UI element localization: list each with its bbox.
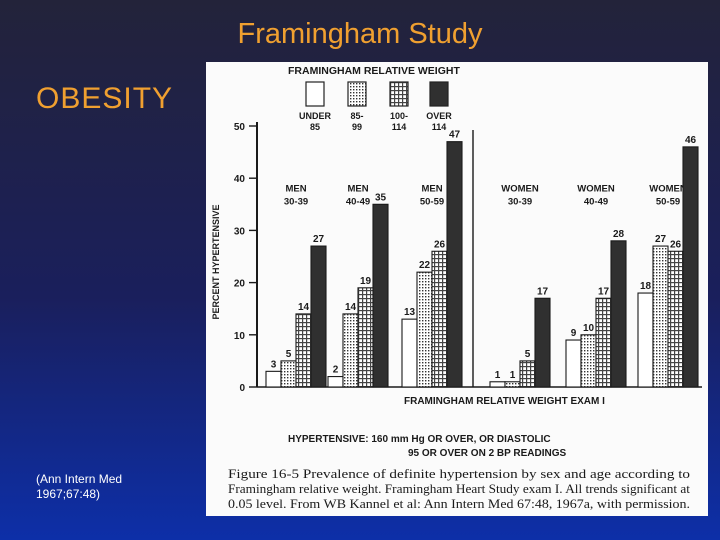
y-axis-label: PERCENT HYPERTENSIVE (211, 204, 221, 319)
legend-label-2b: 99 (352, 122, 362, 132)
y-tick-label: 30 (234, 226, 246, 237)
group-label-line1: WOMEN (649, 183, 687, 194)
bar (446, 141, 463, 388)
group-label-line2: 40-49 (584, 196, 608, 207)
group-label-line2: 50-59 (420, 196, 444, 207)
caption-line-2: Framingham relative weight. Framingham H… (228, 482, 691, 496)
legend-label-3a: 100- (390, 111, 408, 121)
bar (682, 146, 699, 388)
x-axis-label: FRAMINGHAM RELATIVE WEIGHT EXAM I (404, 396, 605, 407)
bar (652, 245, 669, 388)
bar (327, 376, 344, 388)
definition-line-1: HYPERTENSIVE: 160 mm Hg OR OVER, OR DIAS… (288, 434, 551, 445)
bar-value-label: 27 (313, 234, 325, 245)
citation-line-2: 1967;67:48) (36, 487, 101, 501)
legend: UNDER 85 85- 99 100- 114 OVER 114 (299, 81, 452, 132)
group-label-line2: 50-59 (656, 196, 680, 207)
bar (534, 297, 551, 388)
bars: MEN30-39351427MEN40-492141935MEN50-59132… (265, 130, 699, 388)
bar (280, 360, 297, 388)
legend-swatch-85-99 (347, 81, 367, 107)
group-label-line2: 30-39 (508, 196, 532, 207)
y-tick-label: 50 (234, 122, 246, 133)
obesity-heading: OBESITY (36, 82, 174, 115)
bar-value-label: 2 (333, 365, 339, 376)
legend-label-1a: UNDER (299, 111, 332, 121)
y-tick-label: 10 (234, 331, 246, 342)
legend-swatch-under-85 (305, 81, 325, 107)
bar (265, 370, 282, 388)
bar (565, 339, 582, 388)
citation-line-1: (Ann Intern Med (36, 472, 123, 486)
legend-label-3b: 114 (392, 122, 407, 132)
legend-label-1b: 85 (310, 122, 320, 132)
group-label-line1: WOMEN (577, 183, 615, 194)
bar-value-label: 9 (571, 328, 577, 339)
bar-value-label: 5 (286, 349, 292, 360)
bar-value-label: 13 (404, 307, 416, 318)
group-label-line1: MEN (347, 183, 368, 194)
bar-value-label: 19 (360, 276, 372, 287)
legend-label-4a: OVER (426, 111, 452, 121)
legend-label-2a: 85- (350, 111, 363, 121)
bar-value-label: 1 (495, 370, 501, 381)
bar (357, 287, 374, 388)
citation: (Ann Intern Med 1967;67:48) (36, 472, 166, 502)
bar (295, 313, 312, 388)
group-label-line1: MEN (421, 183, 442, 194)
bar (416, 271, 433, 388)
slide-title: Framingham Study (237, 18, 483, 50)
bar (637, 292, 654, 388)
bar (519, 360, 536, 388)
bar-value-label: 22 (419, 260, 431, 271)
bar (372, 203, 389, 388)
bar (595, 297, 612, 388)
bar (667, 250, 684, 388)
bar (431, 250, 448, 388)
caption-line-1: Figure 16-5 Prevalence of definite hyper… (228, 467, 690, 481)
definition-line-2: 95 OR OVER ON 2 BP READINGS (408, 448, 567, 459)
bar-value-label: 35 (375, 192, 387, 203)
bar-value-label: 46 (685, 135, 697, 146)
bar-value-label: 10 (583, 323, 595, 334)
group-label-line2: 40-49 (346, 196, 370, 207)
bar-value-label: 17 (598, 286, 610, 297)
group-label-line1: MEN (285, 183, 306, 194)
bar-value-label: 26 (670, 239, 682, 250)
y-tick-label: 40 (234, 174, 246, 185)
bar-value-label: 17 (537, 286, 549, 297)
bar (310, 245, 327, 388)
bar-value-label: 27 (655, 234, 667, 245)
bar-value-label: 14 (345, 302, 357, 313)
group-label-line2: 30-39 (284, 196, 308, 207)
chart-header: FRAMINGHAM RELATIVE WEIGHT (288, 65, 460, 77)
chart-figure: FRAMINGHAM RELATIVE WEIGHT UNDER 85 85- … (206, 62, 708, 516)
caption-line-3: 0.05 level. From WB Kannel et al: Ann In… (228, 497, 690, 511)
bar (610, 240, 627, 388)
legend-swatch-over-114 (429, 81, 449, 107)
y-tick-label: 20 (234, 279, 246, 290)
bar (342, 313, 359, 388)
legend-label-4b: 114 (432, 122, 447, 132)
bar (504, 381, 521, 388)
bar-value-label: 18 (640, 281, 652, 292)
bar-value-label: 14 (298, 302, 310, 313)
bar-value-label: 3 (271, 359, 277, 370)
bar-value-label: 5 (525, 349, 531, 360)
bar (580, 334, 597, 388)
bar-value-label: 28 (613, 229, 625, 240)
group-label-line1: WOMEN (501, 183, 539, 194)
legend-swatch-100-114 (389, 81, 409, 107)
bar-value-label: 1 (510, 370, 516, 381)
bar-value-label: 26 (434, 239, 446, 250)
y-tick-label: 0 (239, 383, 245, 394)
bar (489, 381, 506, 388)
bar-value-label: 47 (449, 130, 461, 141)
chart-svg: FRAMINGHAM RELATIVE WEIGHT UNDER 85 85- … (211, 65, 702, 511)
bar (401, 318, 418, 388)
